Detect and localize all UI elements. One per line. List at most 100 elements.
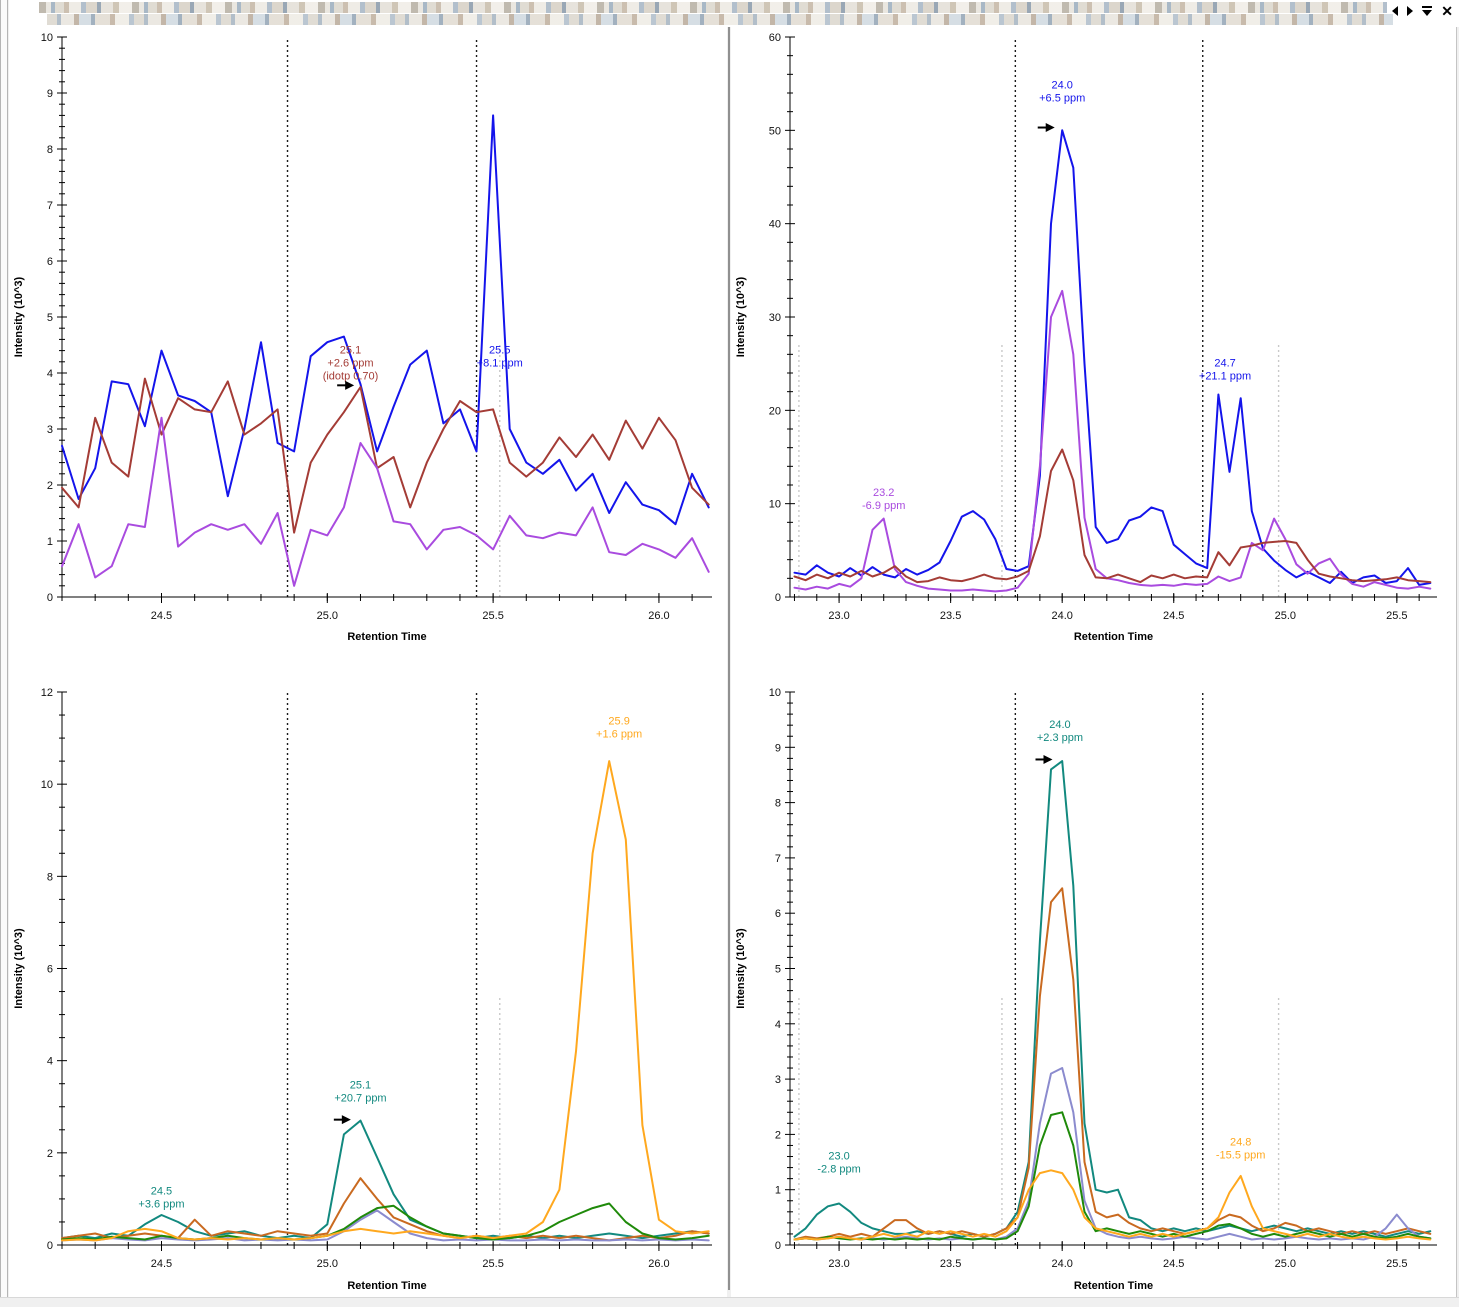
svg-text:10: 10	[769, 499, 781, 511]
svg-text:10: 10	[41, 32, 53, 44]
svg-text:24.5: 24.5	[151, 610, 172, 622]
chart-bottom-left[interactable]: 0 2 4 6 8 10 12 24.5 25.0 25.5 26.0 24.5 +3.6 ppm 25.…	[9, 648, 725, 1297]
svg-text:25.9: 25.9	[608, 715, 629, 727]
window-controls: ✕	[1392, 3, 1453, 19]
chromatogram-pane-left: 0 1 2 3 4 5 6 7 8 9 10 24.5 25.0 25.5 26.0 25.1 +2.6 ppm…	[9, 27, 727, 1297]
svg-text:23.0: 23.0	[828, 1258, 849, 1270]
svg-text:3: 3	[775, 1074, 781, 1086]
svg-text:25.5: 25.5	[1386, 1258, 1407, 1270]
svg-text:24.5: 24.5	[151, 1258, 172, 1270]
svg-text:23.5: 23.5	[940, 610, 961, 622]
svg-text:(idotp 0.70): (idotp 0.70)	[323, 370, 379, 382]
svg-text:0: 0	[775, 1240, 781, 1252]
svg-text:-6.9 ppm: -6.9 ppm	[862, 500, 905, 512]
svg-text:+1.6 ppm: +1.6 ppm	[596, 728, 642, 740]
svg-text:12: 12	[41, 687, 53, 699]
titlebar[interactable]: ✕	[9, 0, 1459, 27]
svg-text:50: 50	[769, 125, 781, 137]
svg-text:10: 10	[41, 779, 53, 791]
svg-text:6: 6	[47, 256, 53, 268]
svg-text:26.0: 26.0	[648, 1258, 669, 1270]
svg-text:25.5: 25.5	[482, 1258, 503, 1270]
svg-text:-2.8 ppm: -2.8 ppm	[817, 1163, 860, 1175]
svg-text:8: 8	[47, 871, 53, 883]
svg-text:6: 6	[775, 908, 781, 920]
svg-text:24.0: 24.0	[1051, 610, 1072, 622]
pane-divider[interactable]	[728, 27, 730, 1290]
svg-text:20: 20	[769, 405, 781, 417]
svg-text:8: 8	[47, 144, 53, 156]
scroll-left-icon[interactable]	[1392, 6, 1399, 16]
svg-text:7: 7	[775, 853, 781, 865]
svg-text:+20.7 ppm: +20.7 ppm	[334, 1092, 386, 1104]
svg-text:2: 2	[47, 1148, 53, 1160]
svg-text:1: 1	[47, 536, 53, 548]
svg-text:26.0: 26.0	[648, 610, 669, 622]
svg-text:25.1: 25.1	[350, 1079, 371, 1091]
svg-text:25.5: 25.5	[1386, 610, 1407, 622]
svg-text:4: 4	[775, 1019, 781, 1031]
svg-text:24.5: 24.5	[151, 1185, 172, 1197]
svg-text:23.5: 23.5	[940, 1258, 961, 1270]
scroll-right-icon[interactable]	[1407, 6, 1414, 16]
svg-text:Retention Time: Retention Time	[347, 1280, 426, 1292]
svg-text:24.5: 24.5	[1163, 1258, 1184, 1270]
svg-text:10: 10	[769, 687, 781, 699]
svg-text:5: 5	[47, 312, 53, 324]
svg-text:2: 2	[775, 1129, 781, 1141]
svg-text:60: 60	[769, 32, 781, 44]
svg-text:7: 7	[47, 200, 53, 212]
status-strip	[0, 1297, 1459, 1307]
svg-text:25.1: 25.1	[340, 344, 361, 356]
svg-text:4: 4	[47, 1056, 53, 1068]
svg-text:25.0: 25.0	[317, 610, 338, 622]
svg-text:+8.1 ppm: +8.1 ppm	[477, 357, 523, 369]
redacted-title-mosaic-row1	[39, 2, 1387, 13]
svg-text:Intensity (10^3): Intensity (10^3)	[13, 276, 25, 357]
svg-text:24.5: 24.5	[1163, 610, 1184, 622]
svg-text:Intensity (10^3): Intensity (10^3)	[13, 928, 25, 1009]
svg-text:24.0: 24.0	[1051, 1258, 1072, 1270]
svg-text:+2.6 ppm: +2.6 ppm	[327, 357, 373, 369]
pane-splitter-left[interactable]	[0, 0, 8, 1307]
chart-bottom-right[interactable]: 0 1 2 3 4 5 6 7 8 9 10 23.0 23.5 24.0 24.5 25.0 25.5 23.0…	[731, 648, 1455, 1297]
svg-text:5: 5	[775, 964, 781, 976]
dock-menu-icon[interactable]	[1422, 6, 1433, 16]
svg-text:24.0: 24.0	[1049, 719, 1070, 731]
svg-text:0: 0	[775, 592, 781, 604]
svg-text:25.5: 25.5	[489, 344, 510, 356]
close-icon[interactable]: ✕	[1441, 3, 1453, 19]
svg-text:9: 9	[775, 742, 781, 754]
svg-text:3: 3	[47, 424, 53, 436]
svg-text:+2.3 ppm: +2.3 ppm	[1037, 732, 1083, 744]
chromatogram-pane-right: 0 10 20 30 40 50 60 23.0 23.5 24.0 24.5 25.0 25.5 23.…	[731, 27, 1457, 1297]
svg-text:40: 40	[769, 219, 781, 231]
svg-text:8: 8	[775, 798, 781, 810]
svg-text:30: 30	[769, 312, 781, 324]
svg-text:Intensity (10^3): Intensity (10^3)	[735, 276, 747, 357]
svg-text:-15.5 ppm: -15.5 ppm	[1216, 1149, 1266, 1161]
redacted-title-mosaic-row2	[47, 14, 1393, 25]
svg-text:0: 0	[47, 1240, 53, 1252]
svg-text:+3.6 ppm: +3.6 ppm	[138, 1198, 184, 1210]
svg-text:1: 1	[775, 1185, 781, 1197]
svg-text:6: 6	[47, 964, 53, 976]
svg-text:2: 2	[47, 480, 53, 492]
svg-text:Retention Time: Retention Time	[1074, 1280, 1153, 1292]
svg-text:24.8: 24.8	[1230, 1136, 1251, 1148]
svg-text:+21.1 ppm: +21.1 ppm	[1199, 370, 1251, 382]
svg-text:Retention Time: Retention Time	[1074, 631, 1153, 643]
svg-text:+6.5 ppm: +6.5 ppm	[1039, 92, 1085, 104]
chart-top-right[interactable]: 0 10 20 30 40 50 60 23.0 23.5 24.0 24.5 25.0 25.5 23.…	[731, 27, 1455, 648]
chart-top-left[interactable]: 0 1 2 3 4 5 6 7 8 9 10 24.5 25.0 25.5 26.0 25.1 +2.6 ppm…	[9, 27, 725, 648]
svg-text:24.7: 24.7	[1214, 357, 1235, 369]
svg-text:4: 4	[47, 368, 53, 380]
svg-text:25.0: 25.0	[1275, 1258, 1296, 1270]
svg-text:25.0: 25.0	[1275, 610, 1296, 622]
svg-text:23.0: 23.0	[828, 1150, 849, 1162]
svg-text:Intensity (10^3): Intensity (10^3)	[735, 928, 747, 1009]
svg-text:25.5: 25.5	[482, 610, 503, 622]
svg-text:9: 9	[47, 88, 53, 100]
svg-text:Retention Time: Retention Time	[347, 631, 426, 643]
